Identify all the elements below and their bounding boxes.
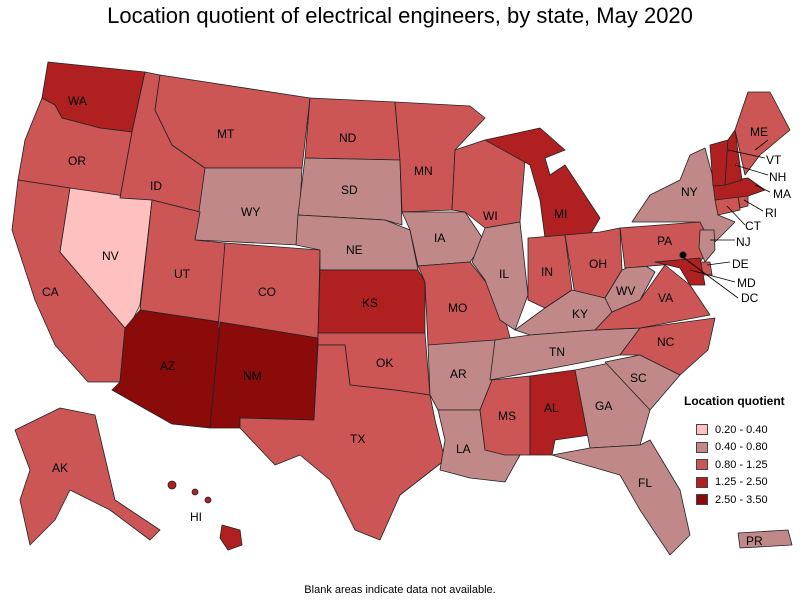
state-NM[interactable] [209,321,319,429]
label-UT: UT [174,267,191,281]
legend-swatch [696,459,708,471]
legend-title: Location quotient [684,394,785,408]
legend-item: 0.40 - 0.80 [684,439,796,457]
label-AL: AL [544,401,559,415]
label-AZ: AZ [160,359,175,373]
label-SC: SC [630,371,647,385]
label-PA: PA [657,234,672,248]
label-WY: WY [241,205,260,219]
state-AK[interactable] [14,407,161,546]
state-HI-island[interactable] [167,480,177,490]
legend-swatch [696,476,708,488]
legend-item: 1.25 - 2.50 [684,474,796,492]
legend-item: 0.20 - 0.40 [684,421,796,439]
label-NM: NM [243,369,262,383]
legend-label: 1.25 - 2.50 [715,476,768,489]
label-VA: VA [658,291,673,305]
label-MN: MN [414,164,433,178]
legend-label: 0.80 - 1.25 [715,458,768,471]
label-VT: VT [766,153,782,167]
label-NC: NC [657,335,675,349]
label-IA: IA [434,231,445,245]
state-HI-island[interactable] [191,488,199,496]
state-HI[interactable] [219,524,243,551]
legend-swatch [696,424,708,436]
state-WV[interactable] [604,261,656,313]
state-VA[interactable] [594,264,711,331]
label-MT: MT [217,127,235,141]
label-FL: FL [638,476,652,490]
legend-label: 0.20 - 0.40 [715,423,768,436]
state-KS[interactable] [317,269,426,334]
label-WA: WA [68,94,87,108]
legend-swatch [696,494,708,506]
label-ME: ME [750,125,768,139]
label-NJ: NJ [736,235,751,249]
label-CO: CO [258,285,276,299]
label-DE: DE [732,257,749,271]
label-MS: MS [498,409,516,423]
label-HI: HI [190,510,202,524]
label-WI: WI [483,209,498,223]
label-KS: KS [362,296,378,310]
label-TN: TN [549,345,565,359]
label-ND: ND [339,131,357,145]
legend-label: 0.40 - 0.80 [715,441,768,454]
state-ND[interactable] [304,97,401,161]
state-labels: WA OR CA NV ID MT WY UT AZ CO NM ND SD N… [42,94,791,548]
state-MI[interactable] [484,127,601,239]
state-TX[interactable] [239,344,446,541]
legend-label: 2.50 - 3.50 [715,493,768,506]
label-AR: AR [450,367,467,381]
map-title: Location quotient of electrical engineer… [107,3,693,28]
label-MD: MD [737,276,756,290]
label-WV: WV [616,284,635,298]
state-DC[interactable] [679,251,687,259]
state-NJ[interactable] [698,229,716,263]
label-SD: SD [341,183,358,197]
state-PR[interactable] [737,529,793,549]
label-OK: OK [376,356,393,370]
label-IL: IL [499,267,509,281]
label-MA: MA [773,187,791,201]
label-MO: MO [448,301,467,315]
legend-item: 0.80 - 1.25 [684,456,796,474]
label-leaders [683,139,771,299]
label-RI: RI [765,206,777,220]
state-NH[interactable] [724,129,743,186]
label-CA: CA [42,285,59,299]
label-ID: ID [150,179,162,193]
label-OH: OH [589,257,607,271]
legend-item: 2.50 - 3.50 [684,491,796,509]
label-GA: GA [595,399,612,413]
state-SD[interactable] [297,157,403,226]
state-FL[interactable] [551,439,691,556]
label-NV: NV [102,249,119,263]
label-PR: PR [746,534,763,548]
label-CT: CT [745,219,762,233]
label-AK: AK [52,461,68,475]
label-KY: KY [572,307,588,321]
label-TX: TX [350,432,365,446]
label-NY: NY [681,185,698,199]
legend-swatch [696,441,708,453]
label-LA: LA [456,442,471,456]
state-IL[interactable] [471,221,529,331]
map-legend: Location quotient 0.20 - 0.40 0.40 - 0.8… [684,393,796,509]
label-MI: MI [554,207,567,221]
label-IN: IN [541,265,553,279]
label-NH: NH [769,170,786,184]
footnote: Blank areas indicate data not available. [304,584,496,596]
label-DC: DC [741,291,759,305]
state-HI-island[interactable] [204,496,212,504]
label-NE: NE [346,243,363,257]
label-OR: OR [68,154,86,168]
